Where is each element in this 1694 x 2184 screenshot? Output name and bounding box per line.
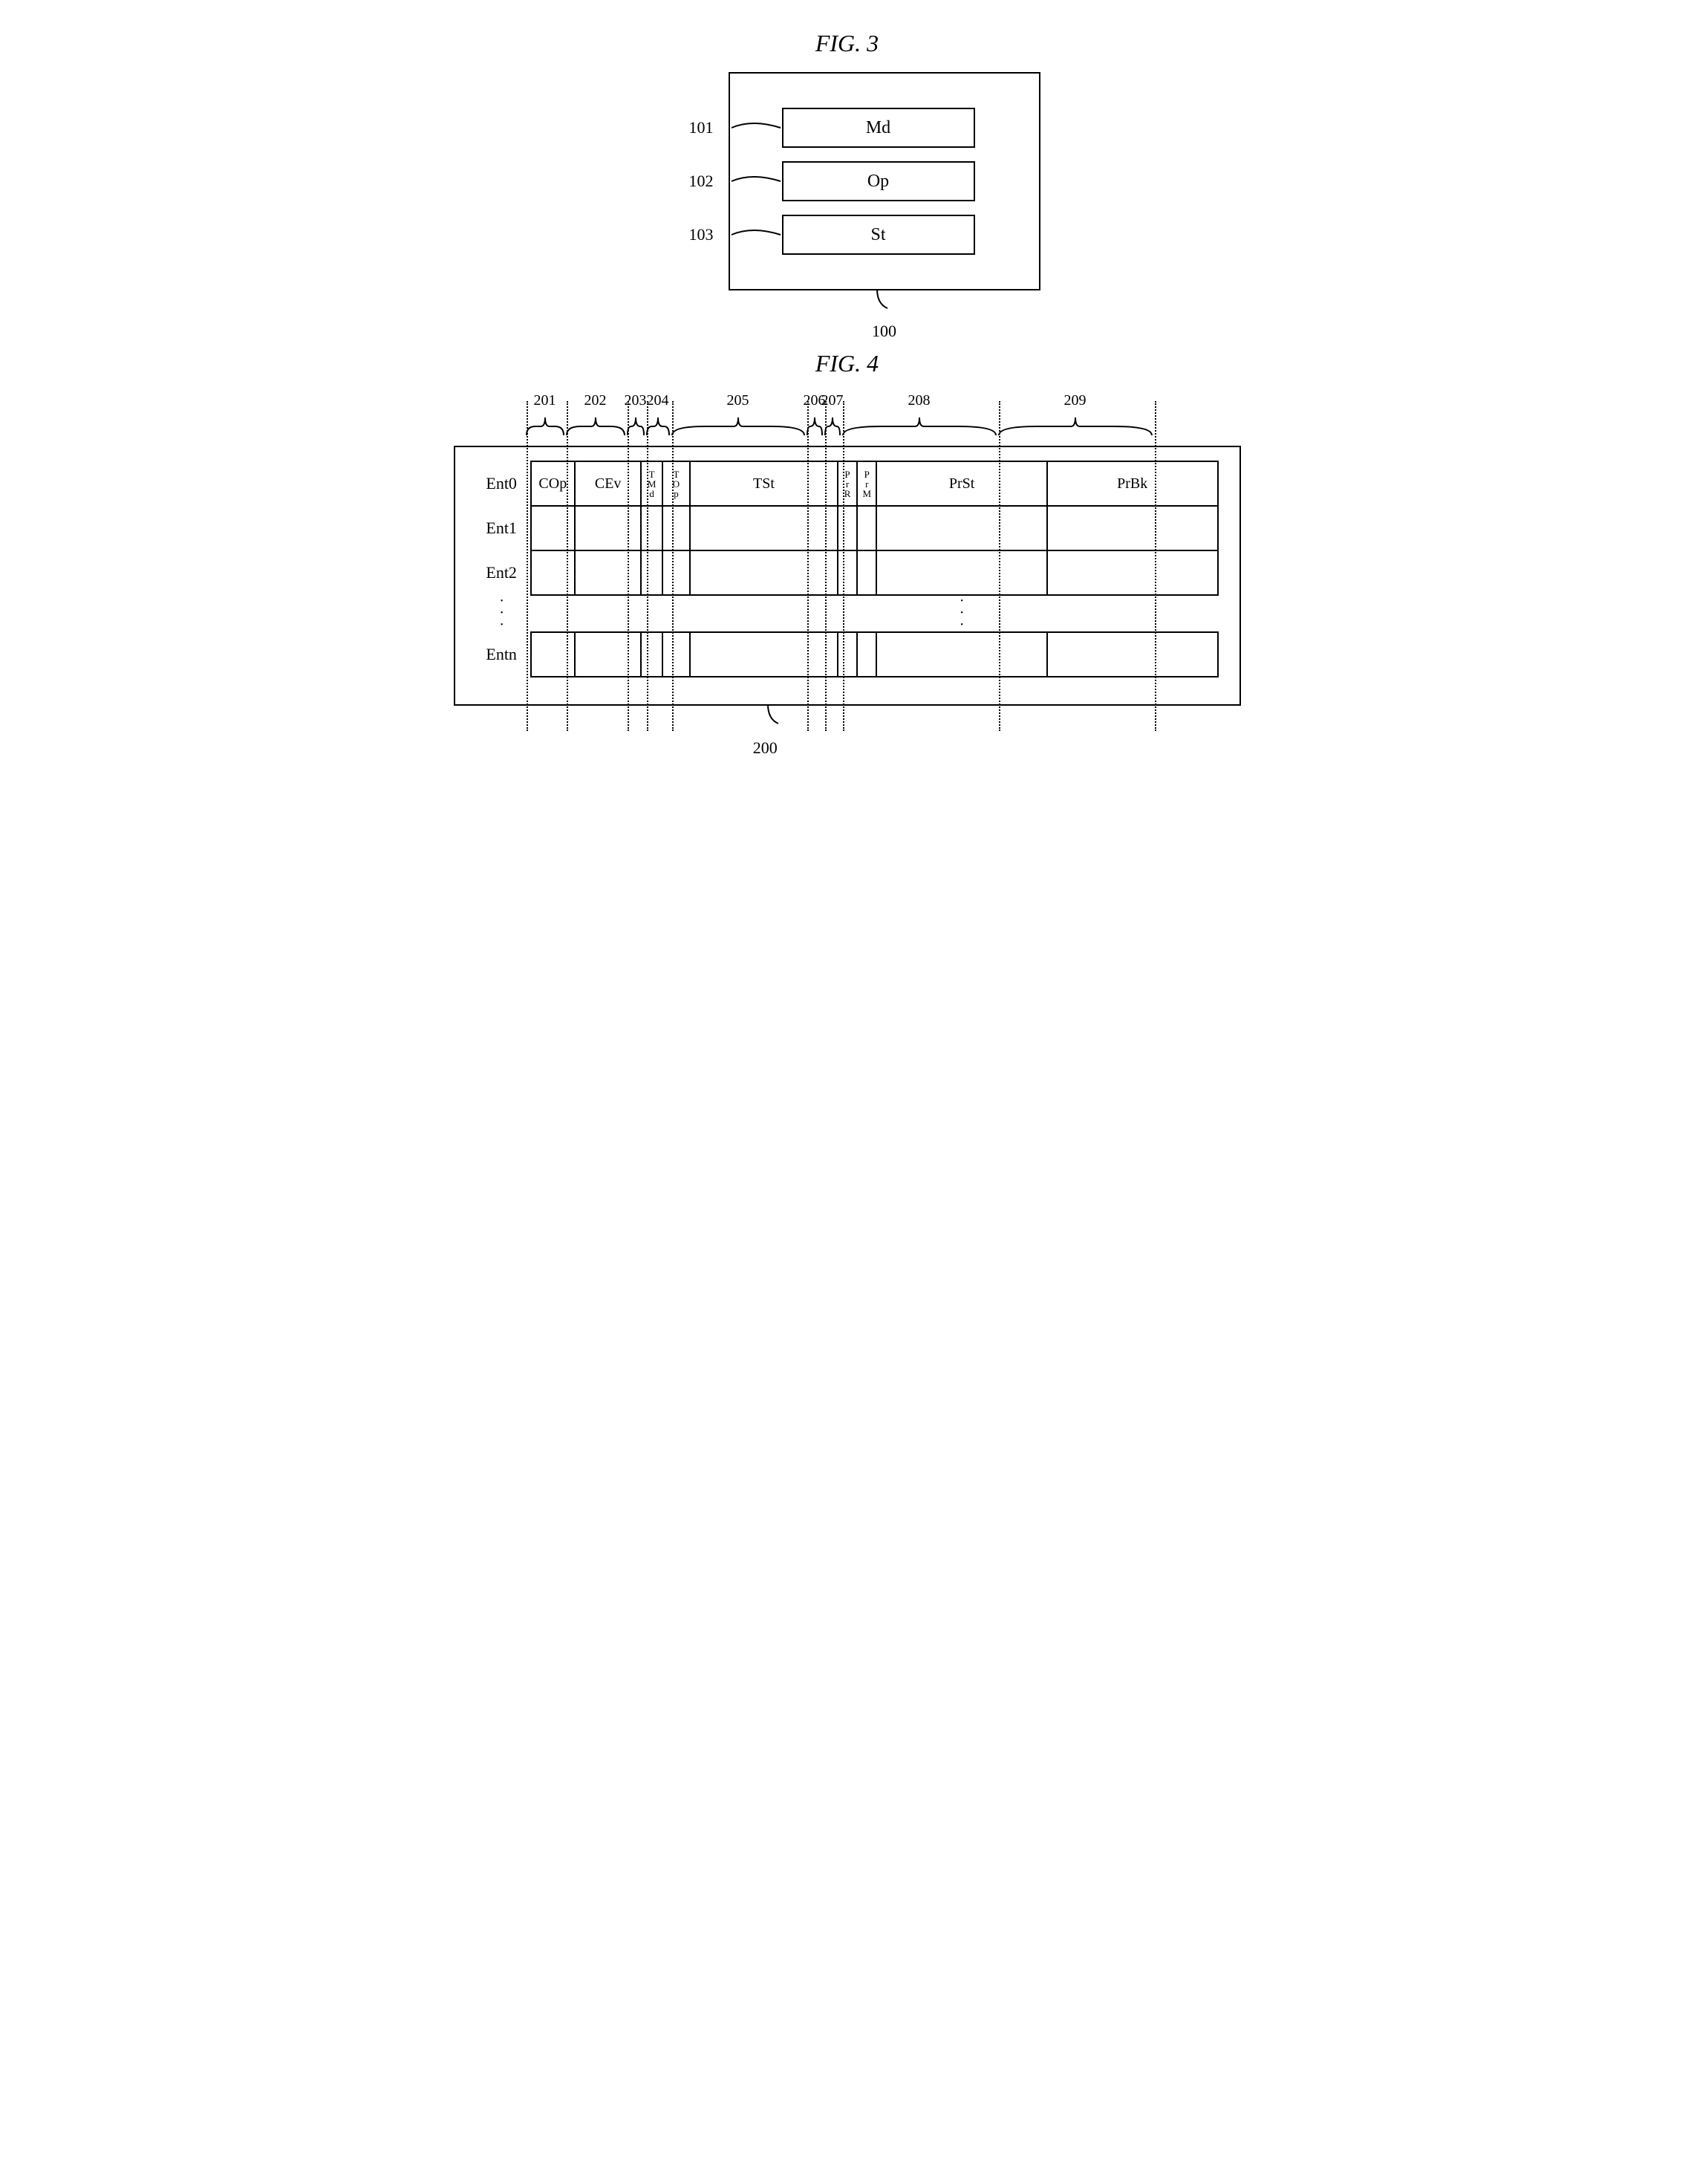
table-cell bbox=[531, 550, 575, 595]
figure-3-field-leader bbox=[730, 227, 782, 242]
figure-3-field: Md bbox=[782, 108, 975, 148]
figure-3-field-leader bbox=[730, 120, 782, 135]
table-cell bbox=[662, 550, 690, 595]
row-label: Ent1 bbox=[476, 506, 531, 550]
column-brace bbox=[626, 413, 645, 446]
column-header: PrSt bbox=[876, 461, 1047, 506]
table-cell bbox=[857, 632, 876, 677]
figure-4-column-ref: 205 bbox=[727, 392, 749, 409]
table-row: Ent2 bbox=[476, 550, 1218, 595]
table-cell bbox=[662, 506, 690, 550]
figure-4-table: Ent0COpCEvTMdTOpTStPrRPrMPrStPrBkEnt1Ent… bbox=[476, 461, 1219, 677]
table-cell bbox=[531, 632, 575, 677]
figure-3-field-ref: 101 bbox=[689, 118, 714, 137]
table-cell bbox=[641, 506, 662, 550]
figure-4: FIG. 4 201202203204205206207208209 Ent0C… bbox=[439, 350, 1256, 706]
table-row: ••• ••• bbox=[476, 595, 1218, 632]
table-cell bbox=[1047, 550, 1218, 595]
table-cell bbox=[1047, 632, 1218, 677]
column-brace bbox=[806, 413, 824, 446]
column-brace bbox=[645, 413, 671, 446]
figure-3-ref: 100 bbox=[872, 322, 896, 341]
figure-4-title: FIG. 4 bbox=[439, 350, 1256, 377]
row-label: Ent2 bbox=[476, 550, 531, 595]
figure-3-field-ref: 102 bbox=[689, 172, 714, 191]
table-cell bbox=[838, 632, 857, 677]
table-cell bbox=[575, 550, 642, 595]
column-brace bbox=[525, 413, 565, 446]
column-header: TOp bbox=[662, 461, 690, 506]
table-cell bbox=[531, 506, 575, 550]
table-cell bbox=[690, 632, 838, 677]
figure-3-row: 101Md bbox=[782, 108, 1009, 148]
figure-3-container: 101Md102Op103St 100 bbox=[729, 72, 1040, 290]
table-cell bbox=[531, 595, 575, 632]
figure-4-container: Ent0COpCEvTMdTOpTStPrRPrMPrStPrBkEnt1Ent… bbox=[454, 446, 1241, 706]
table-cell bbox=[641, 550, 662, 595]
figure-3-row: 103St bbox=[782, 215, 1009, 255]
figure-4-column-ref: 201 bbox=[534, 392, 556, 409]
table-cell bbox=[857, 506, 876, 550]
figure-4-column-ref: 208 bbox=[908, 392, 931, 409]
figure-4-column-ref: 207 bbox=[821, 392, 844, 409]
table-cell bbox=[838, 506, 857, 550]
row-label: Ent0 bbox=[476, 461, 531, 506]
table-cell bbox=[690, 595, 838, 632]
table-cell bbox=[876, 550, 1047, 595]
figure-4-ref: 200 bbox=[753, 738, 778, 758]
table-cell bbox=[575, 632, 642, 677]
table-cell bbox=[641, 632, 662, 677]
table-cell bbox=[690, 550, 838, 595]
column-brace bbox=[824, 413, 841, 446]
column-header: PrBk bbox=[1047, 461, 1218, 506]
column-header: TMd bbox=[641, 461, 662, 506]
column-header: CEv bbox=[575, 461, 642, 506]
table-cell bbox=[662, 632, 690, 677]
table-cell bbox=[690, 506, 838, 550]
figure-3-title: FIG. 3 bbox=[439, 30, 1256, 57]
figure-3-area: 101Md102Op103St 100 bbox=[610, 72, 1085, 290]
figure-3-field-leader bbox=[730, 174, 782, 189]
table-cell bbox=[876, 506, 1047, 550]
table-cell bbox=[1047, 506, 1218, 550]
column-header: PrR bbox=[838, 461, 857, 506]
figure-3-field: Op bbox=[782, 161, 975, 201]
figure-3-field-ref: 103 bbox=[689, 225, 714, 244]
table-cell bbox=[857, 595, 876, 632]
figure-4-column-ref: 202 bbox=[584, 392, 607, 409]
figure-3: FIG. 3 101Md102Op103St 100 bbox=[439, 30, 1256, 290]
table-cell bbox=[838, 550, 857, 595]
column-header: PrM bbox=[857, 461, 876, 506]
figure-4-area: 201202203204205206207208209 Ent0COpCEvTM… bbox=[454, 392, 1241, 706]
figure-3-row: 102Op bbox=[782, 161, 1009, 201]
column-brace bbox=[841, 413, 997, 446]
figure-4-column-braces bbox=[454, 413, 1241, 446]
table-cell bbox=[575, 506, 642, 550]
column-brace bbox=[565, 413, 626, 446]
figure-4-column-ref: 204 bbox=[647, 392, 669, 409]
table-cell bbox=[857, 550, 876, 595]
figure-4-column-ref: 209 bbox=[1064, 392, 1087, 409]
figure-4-ref-leader bbox=[753, 704, 798, 734]
table-cell bbox=[641, 595, 662, 632]
table-row: Ent0COpCEvTMdTOpTStPrRPrMPrStPrBk bbox=[476, 461, 1218, 506]
figure-4-column-refs: 201202203204205206207208209 bbox=[454, 392, 1241, 413]
table-cell bbox=[662, 595, 690, 632]
row-label: Entn bbox=[476, 632, 531, 677]
table-cell bbox=[1047, 595, 1218, 632]
column-brace bbox=[997, 413, 1153, 446]
row-vdots: ••• bbox=[476, 595, 531, 632]
table-cell: ••• bbox=[876, 595, 1047, 632]
table-cell bbox=[876, 632, 1047, 677]
column-header: COp bbox=[531, 461, 575, 506]
column-header: TSt bbox=[690, 461, 838, 506]
table-cell bbox=[838, 595, 857, 632]
figure-4-column-ref: 203 bbox=[625, 392, 647, 409]
table-row: Ent1 bbox=[476, 506, 1218, 550]
table-cell bbox=[575, 595, 642, 632]
figure-3-field: St bbox=[782, 215, 975, 255]
table-row: Entn bbox=[476, 632, 1218, 677]
column-brace bbox=[671, 413, 806, 446]
figure-3-ref-leader bbox=[862, 289, 907, 319]
